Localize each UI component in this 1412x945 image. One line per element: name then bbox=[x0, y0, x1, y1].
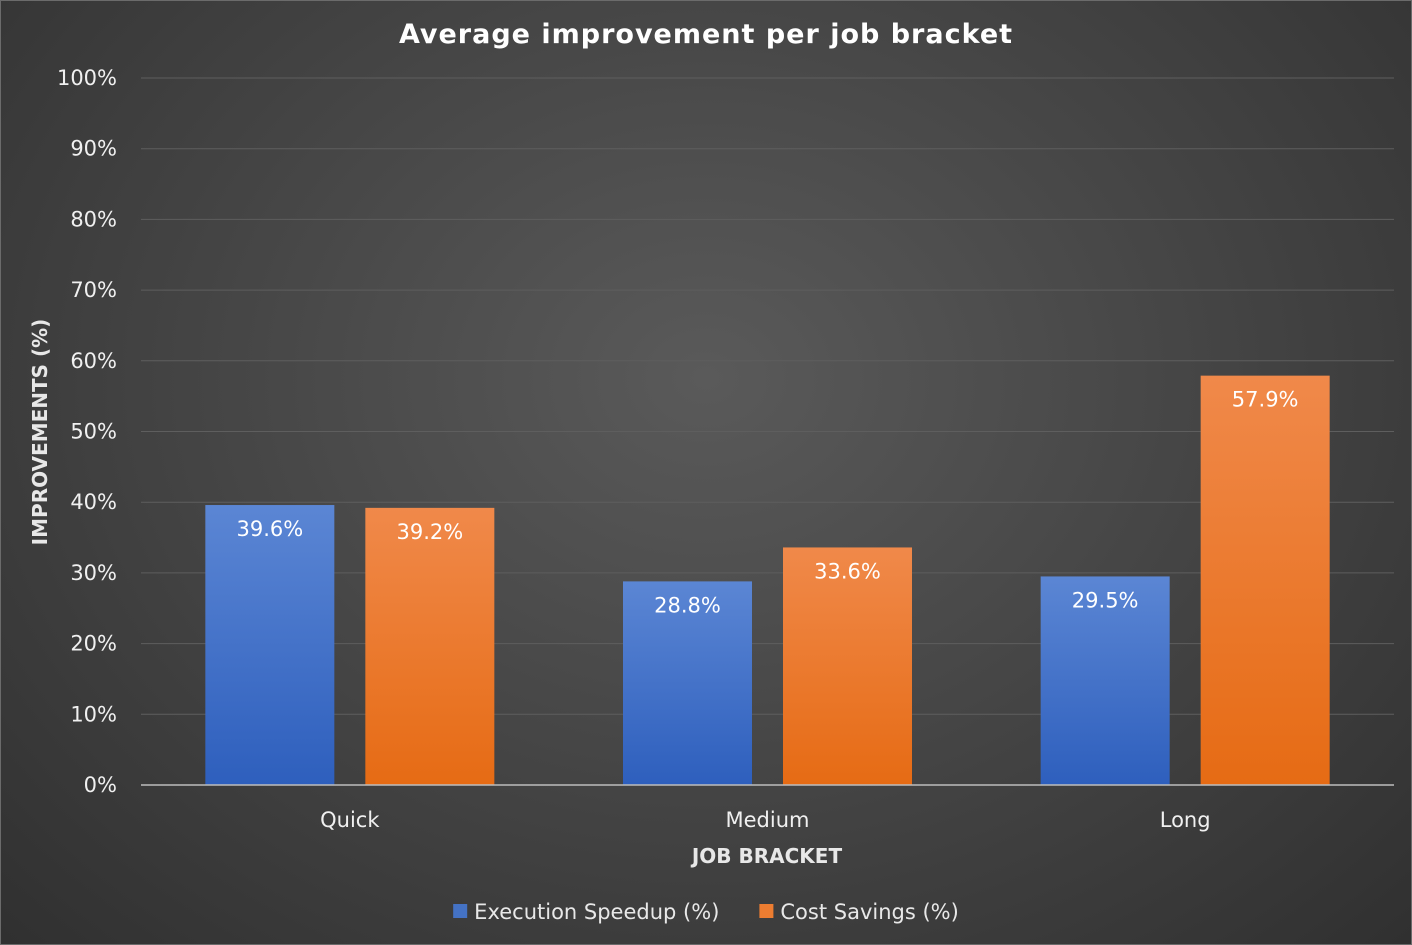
x-tick-label: Quick bbox=[320, 808, 380, 832]
y-tick-label: 40% bbox=[70, 490, 117, 514]
data-label: 57.9% bbox=[1232, 388, 1299, 412]
x-tick-label: Long bbox=[1160, 808, 1211, 832]
y-tick-label: 60% bbox=[70, 349, 117, 373]
legend-item: Execution Speedup (%) bbox=[453, 900, 719, 924]
bar-execution-speedup-medium bbox=[623, 581, 752, 785]
legend-label: Execution Speedup (%) bbox=[474, 900, 719, 924]
legend-item: Cost Savings (%) bbox=[759, 900, 959, 924]
data-labels: 39.6% 39.2% 28.8% 33.6% 29.5% 57.9% bbox=[236, 388, 1298, 618]
bar-cost-savings-long bbox=[1200, 375, 1330, 785]
legend-swatch bbox=[453, 904, 468, 918]
bar-cost-savings-medium bbox=[783, 547, 912, 785]
legend: Execution Speedup (%) Cost Savings (%) bbox=[453, 900, 959, 924]
chart-title: Average improvement per job bracket bbox=[399, 19, 1013, 50]
data-label: 33.6% bbox=[814, 559, 881, 583]
y-tick-label: 30% bbox=[70, 561, 117, 585]
y-tick-label: 70% bbox=[70, 278, 117, 302]
x-axis-title: JOB BRACKET bbox=[690, 844, 843, 868]
y-tick-label: 80% bbox=[70, 207, 117, 231]
y-axis-ticks: 0% 10% 20% 30% 40% 50% 60% 70% 80% 90% 100% bbox=[57, 66, 117, 797]
x-axis-ticks: Quick Medium Long bbox=[320, 808, 1210, 832]
y-axis-title: IMPROVEMENTS (%) bbox=[28, 319, 52, 546]
y-tick-label: 90% bbox=[70, 137, 117, 161]
data-label: 29.5% bbox=[1072, 588, 1139, 612]
gridlines bbox=[141, 77, 1394, 715]
y-tick-label: 0% bbox=[84, 773, 117, 797]
legend-swatch bbox=[759, 904, 774, 918]
x-tick-label: Medium bbox=[726, 808, 810, 832]
y-tick-label: 50% bbox=[70, 420, 117, 444]
y-tick-label: 20% bbox=[70, 632, 117, 656]
data-label: 28.8% bbox=[654, 593, 721, 617]
bar-execution-speedup-long bbox=[1040, 576, 1170, 785]
data-label: 39.2% bbox=[396, 520, 463, 544]
y-tick-label: 100% bbox=[57, 66, 117, 90]
bar-cost-savings-quick bbox=[365, 507, 495, 785]
data-label: 39.6% bbox=[236, 517, 303, 541]
bar-execution-speedup-quick bbox=[205, 505, 335, 785]
legend-label: Cost Savings (%) bbox=[780, 900, 958, 924]
bars bbox=[205, 375, 1330, 785]
y-tick-label: 10% bbox=[70, 702, 117, 726]
